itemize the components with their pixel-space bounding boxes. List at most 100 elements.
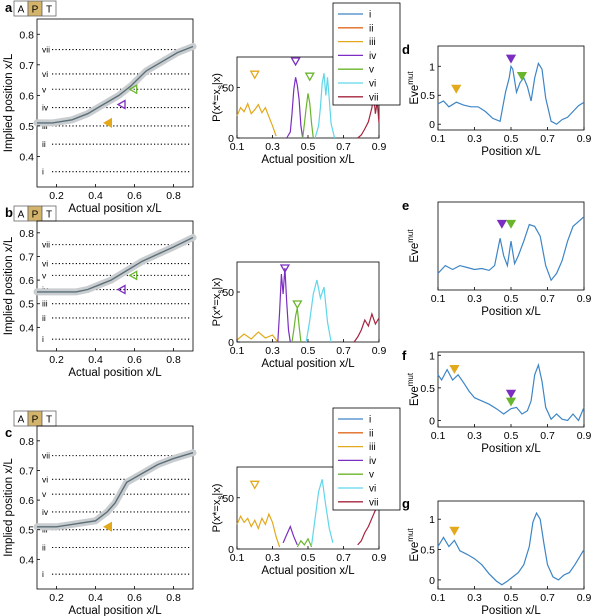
panel-letter: e	[402, 198, 409, 213]
y-axis-label: Implied position x/L	[3, 458, 15, 557]
level-label-i: i	[42, 167, 44, 177]
panel-letter: f	[402, 348, 407, 363]
y-axis-label: Implied position x/L	[3, 53, 15, 152]
level-label-ii: ii	[42, 543, 46, 553]
tab-T	[41, 0, 57, 17]
x-axis-label: Position x/L	[481, 443, 541, 455]
tab-label-P: P	[32, 5, 39, 16]
y-tick-label: 0.5	[19, 299, 34, 311]
marker-v	[505, 397, 517, 407]
probability-panel-3: 0.1 0.3 0.5 0.7 0.9 0 50 Actual position x/L P(x…	[211, 407, 401, 577]
marker-v	[128, 84, 138, 95]
x-tick-label: 0.4	[88, 190, 103, 202]
x-tick-label: 0.3	[467, 293, 482, 305]
marker-iv	[116, 99, 126, 110]
y-tick-label: 0.5	[19, 525, 34, 537]
level-label-vi: vi	[42, 474, 48, 484]
y-axis-label: Evemut	[406, 372, 421, 406]
y-tick-label: 0	[429, 119, 435, 131]
axes-frame	[36, 425, 194, 590]
probability-series-iii	[236, 512, 281, 548]
y-tick-label: 0.7	[19, 251, 34, 263]
eve-mut-panel-f: f 0.1 0.3 0.5 0.7 0.9 0 0.5 1 Position x/L Evemut	[402, 348, 591, 455]
panel-letter: b	[5, 205, 13, 220]
level-label-ii: ii	[42, 139, 46, 149]
y-tick-label: 1	[429, 350, 435, 362]
level-label-vi: vi	[42, 259, 48, 269]
y-tick-label: 0.6	[19, 275, 34, 287]
level-label-vii: vii	[42, 240, 50, 250]
x-axis-label: Actual position x/L	[68, 203, 162, 215]
x-axis-label: Position x/L	[481, 146, 541, 158]
y-axis-label: P(x*=xs|x)	[211, 278, 225, 327]
level-label-vii: vii	[42, 451, 50, 461]
x-tick-label: 0.1	[431, 293, 446, 305]
x-axis-label: Actual position x/L	[261, 154, 355, 166]
y-tick-label: 0.6	[19, 90, 34, 102]
x-tick-label: 0.9	[372, 141, 387, 153]
marker-iii	[103, 117, 112, 128]
x-axis-label: Position x/L	[481, 306, 541, 318]
probability-series-iv	[282, 524, 298, 546]
x-tick-label: 0.1	[230, 141, 245, 153]
x-axis-label: Actual position x/L	[261, 565, 355, 577]
tab-label-P: P	[32, 415, 39, 426]
x-tick-label: 0.7	[336, 141, 351, 153]
y-tick-label: 0.5	[420, 383, 435, 395]
eve-mut-series	[437, 61, 585, 125]
panel-letter: c	[5, 425, 12, 440]
y-tick-label: 0.8	[19, 29, 34, 41]
x-tick-label: 0.3	[467, 592, 482, 604]
level-label-v: v	[42, 270, 47, 280]
marker-iv	[116, 284, 126, 295]
x-tick-label: 0.7	[540, 133, 555, 145]
y-tick-label: 0.6	[19, 495, 34, 507]
x-tick-label: 0.9	[577, 430, 592, 442]
x-tick-label: 0.8	[166, 190, 181, 202]
y-tick-label: 1	[429, 61, 435, 73]
probability-series-vi	[314, 73, 336, 139]
x-tick-label: 0.3	[467, 430, 482, 442]
x-tick-label: 0.1	[230, 345, 245, 357]
x-tick-label: 0.6	[127, 190, 142, 202]
level-label-iv: iv	[42, 507, 49, 517]
tab-label-A: A	[18, 5, 25, 16]
x-tick-label: 0.4	[88, 592, 103, 604]
marker-v	[516, 72, 528, 82]
x-axis-label: Actual position x/L	[68, 367, 162, 379]
y-tick-label: 50	[222, 82, 234, 94]
probability-series-vii	[357, 95, 380, 139]
marker-iii	[449, 526, 460, 536]
eve-mut-series	[437, 216, 585, 282]
x-tick-label: 0.9	[372, 552, 387, 564]
marker-iii	[449, 364, 460, 374]
implied-trace	[37, 236, 194, 293]
x-axis-label: Actual position x/L	[261, 358, 355, 370]
x-tick-label: 0.5	[504, 592, 519, 604]
probability-panel-1: 0.1 0.3 0.5 0.7 0.9 0 50 Actual position x/L P(x…	[211, 2, 401, 166]
x-tick-label: 0.2	[49, 592, 64, 604]
x-tick-label: 0.8	[166, 592, 181, 604]
x-tick-label: 0.7	[540, 592, 555, 604]
x-tick-label: 0.9	[577, 592, 592, 604]
eve-mut-panel-d: d 0.1 0.3 0.5 0.7 0.9 0 0.5 1 Position x/L Evemut	[402, 42, 591, 158]
x-tick-label: 0.1	[230, 552, 245, 564]
x-tick-label: 0.6	[127, 354, 142, 366]
marker-iv	[279, 264, 291, 274]
y-axis-label: Evemut	[406, 528, 421, 562]
probability-panel-2: 0.1 0.3 0.5 0.7 0.9 0 50 Actual position x/L P(x…	[211, 261, 386, 370]
x-tick-label: 0.3	[265, 141, 280, 153]
marker-iv	[496, 219, 507, 229]
level-label-ii: ii	[42, 313, 46, 323]
tab-label-A: A	[18, 415, 25, 426]
x-tick-label: 0.9	[577, 293, 592, 305]
marker-iv	[290, 57, 301, 67]
eve-mut-series	[437, 511, 585, 586]
level-label-i: i	[42, 569, 44, 579]
y-tick-label: 0.7	[19, 465, 34, 477]
legend-box	[332, 407, 401, 511]
